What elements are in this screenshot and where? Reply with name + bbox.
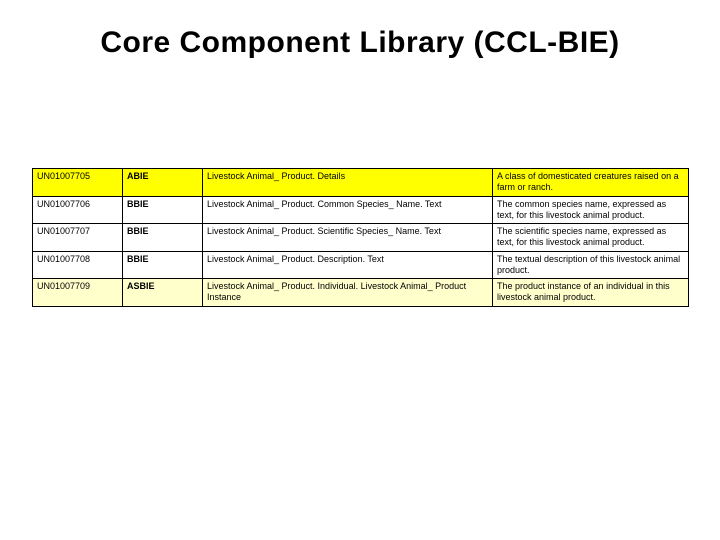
cell-type: ABIE [123,169,203,197]
cell-desc: The scientific species name, expressed a… [493,224,689,252]
cell-name: Livestock Animal_ Product. Scientific Sp… [203,224,493,252]
cell-type: ASBIE [123,279,203,307]
cell-id: UN01007709 [33,279,123,307]
cell-id: UN01007708 [33,251,123,279]
cell-name: Livestock Animal_ Product. Details [203,169,493,197]
slide: Core Component Library (CCL-BIE) UN01007… [0,0,720,540]
cell-desc: The textual description of this livestoc… [493,251,689,279]
cell-desc: The product instance of an individual in… [493,279,689,307]
cell-desc: The common species name, expressed as te… [493,196,689,224]
cell-name: Livestock Animal_ Product. Description. … [203,251,493,279]
cell-type: BBIE [123,196,203,224]
table-row: UN01007707BBIELivestock Animal_ Product.… [33,224,689,252]
cell-id: UN01007705 [33,169,123,197]
cell-name: Livestock Animal_ Product. Common Specie… [203,196,493,224]
table-row: UN01007706BBIELivestock Animal_ Product.… [33,196,689,224]
page-title: Core Component Library (CCL-BIE) [0,26,720,60]
cell-type: BBIE [123,224,203,252]
cell-id: UN01007706 [33,196,123,224]
table-row: UN01007708BBIELivestock Animal_ Product.… [33,251,689,279]
ccl-tbody: UN01007705ABIELivestock Animal_ Product.… [33,169,689,307]
cell-type: BBIE [123,251,203,279]
table-row: UN01007705ABIELivestock Animal_ Product.… [33,169,689,197]
ccl-table-wrap: UN01007705ABIELivestock Animal_ Product.… [32,168,688,307]
cell-name: Livestock Animal_ Product. Individual. L… [203,279,493,307]
cell-id: UN01007707 [33,224,123,252]
table-row: UN01007709ASBIELivestock Animal_ Product… [33,279,689,307]
ccl-table: UN01007705ABIELivestock Animal_ Product.… [32,168,689,307]
cell-desc: A class of domesticated creatures raised… [493,169,689,197]
